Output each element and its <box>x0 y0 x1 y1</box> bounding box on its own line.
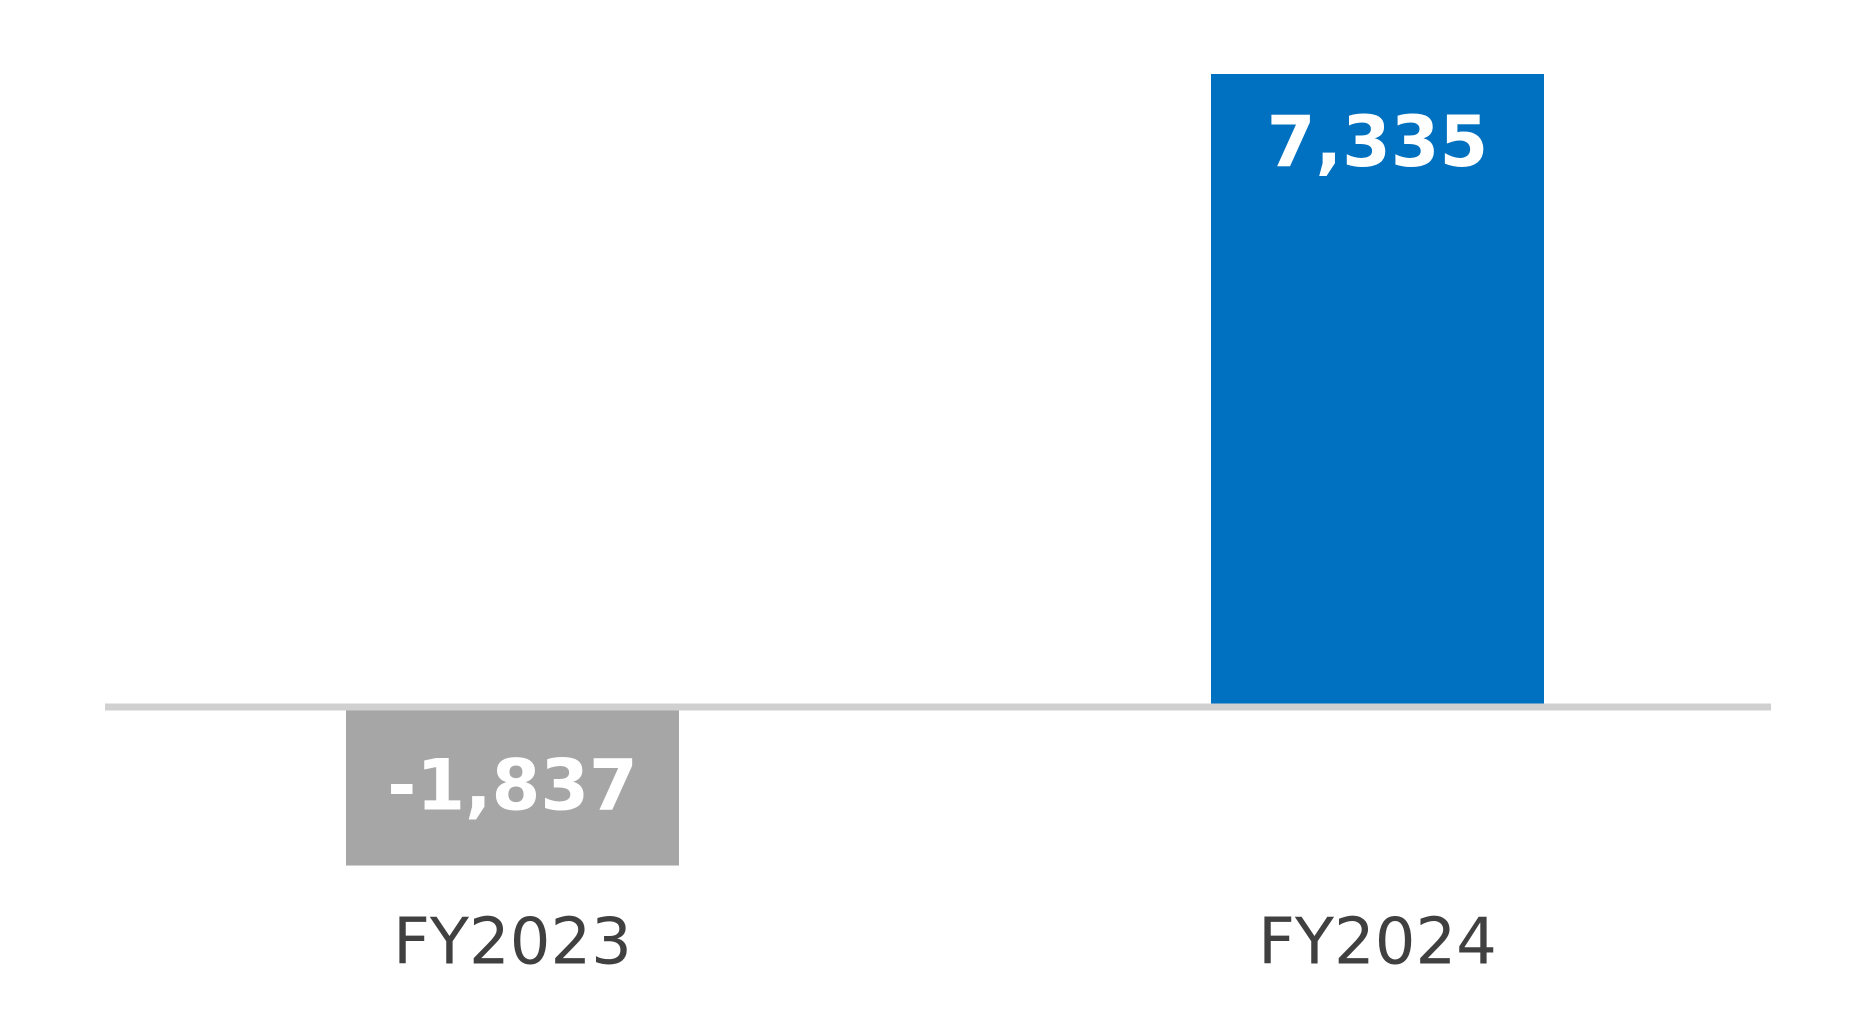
bar <box>346 707 679 866</box>
value-label: 7,335 <box>1267 101 1488 183</box>
x-tick-label: FY2024 <box>1258 906 1497 980</box>
x-tick-label: FY2023 <box>393 906 632 980</box>
value-label: -1,837 <box>387 744 637 826</box>
bar <box>1211 74 1544 707</box>
